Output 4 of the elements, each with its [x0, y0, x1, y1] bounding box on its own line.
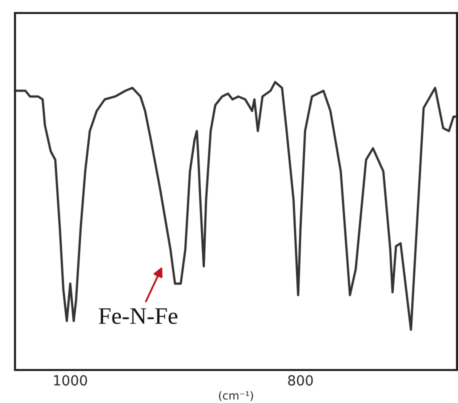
x-tick-label: 1000 — [54, 375, 87, 386]
x-tick-label: 800 — [288, 375, 313, 386]
x-axis-title: (cm⁻¹) — [218, 391, 254, 401]
annotation: Fe-N-Fe — [98, 308, 178, 324]
